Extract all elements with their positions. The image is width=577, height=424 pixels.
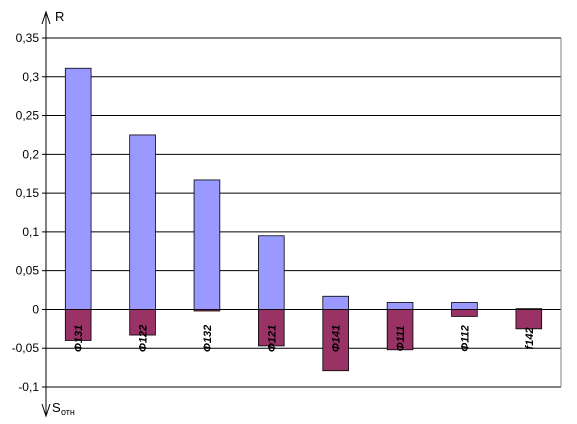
bar-positive-1 — [64, 67, 92, 310]
y-tick-label: -0,1 — [18, 380, 39, 394]
y-tick-label: 0,35 — [16, 31, 40, 45]
y-tick-label: 0,2 — [22, 147, 39, 161]
y-axis-bottom-title: S — [52, 400, 61, 415]
y-tick-label: 0,05 — [16, 264, 40, 278]
bar-positive-7 — [451, 302, 478, 310]
y-tick-label: 0,25 — [16, 109, 40, 123]
y-tick-label: -0,05 — [12, 341, 40, 355]
category-label: Φ122 — [138, 325, 150, 352]
bar-negative-6 — [386, 309, 414, 351]
bar-negative-8 — [515, 309, 543, 330]
bar-positive-2 — [129, 134, 156, 310]
bar-positive-3 — [193, 179, 221, 310]
bar-positive-6 — [386, 302, 414, 310]
bars-group — [64, 67, 543, 372]
category-label: Φ111 — [395, 326, 407, 352]
y-axis — [41, 10, 51, 418]
bar-negative-1 — [64, 309, 92, 341]
y-tick-label: 0 — [32, 302, 39, 316]
y-axis-top-arrow — [41, 10, 51, 25]
bar-negative-4 — [258, 309, 285, 347]
bar-negative-2 — [129, 309, 156, 336]
y-tick-label: 0,3 — [22, 70, 39, 84]
bar-positive-5 — [322, 295, 349, 310]
category-label: Φ131 — [73, 325, 85, 352]
y-axis-bottom-subtitle: отн — [61, 407, 75, 417]
bar-negative-5 — [322, 309, 349, 372]
y-tick-labels: 0,35 0,3 0,25 0,2 0,15 0,1 0,05 0 -0,05 -0,1 — [12, 31, 40, 394]
category-label: Φ112 — [459, 325, 471, 352]
y-axis-top-title: R — [55, 9, 64, 24]
y-axis-bottom-arrow — [41, 403, 51, 418]
bar-positive-4 — [258, 235, 285, 310]
category-label: f142 — [524, 327, 536, 349]
category-label: Φ141 — [331, 325, 343, 352]
y-tick-label: 0,15 — [16, 186, 40, 200]
y-tick-label: 0,1 — [22, 225, 39, 239]
category-labels: Φ131 Φ122 Φ132 Φ121 Φ141 Φ111 Φ112 f142 — [73, 325, 536, 352]
category-label: Φ121 — [266, 325, 278, 352]
category-label: Φ132 — [202, 325, 214, 352]
bar-negative-7 — [451, 309, 478, 317]
bar-negative-3 — [193, 309, 221, 312]
